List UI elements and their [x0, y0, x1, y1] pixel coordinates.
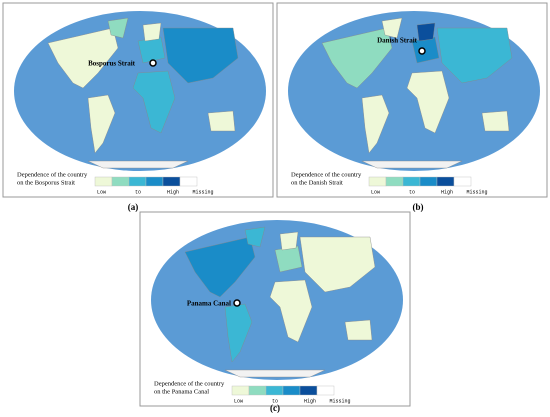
legend-label: Low — [371, 189, 380, 195]
country-region — [481, 110, 510, 132]
country-region — [137, 36, 166, 64]
legend-swatch — [162, 176, 181, 187]
map-panel: Panama Canal Dependence of the countryon … — [139, 211, 411, 407]
legend-label: to — [409, 189, 415, 195]
strait-label: Bosporus Strait — [88, 60, 136, 68]
legend-swatch — [299, 385, 318, 396]
legend-swatch — [282, 385, 301, 396]
legend-label: Missing — [329, 398, 350, 404]
country-region — [107, 17, 129, 39]
strait-label: Panama Canal — [187, 300, 231, 308]
country-region — [224, 369, 326, 378]
strait-label: Danish Strait — [377, 37, 418, 45]
legend-caption: Dependence of the country — [154, 380, 225, 387]
strait-marker — [149, 59, 157, 67]
country-region — [279, 231, 299, 251]
legend-swatch — [145, 176, 164, 187]
country-region — [162, 27, 239, 84]
legend-label: Missing — [466, 189, 487, 195]
legend-label: High — [304, 398, 316, 404]
map-panel: Danish Strait Dependence of the countryon… — [276, 2, 548, 198]
legend-label: Low — [97, 189, 106, 195]
legend-swatch — [402, 176, 421, 187]
legend-caption: on the Danish Strait — [291, 179, 343, 186]
legend-caption: Dependence of the country — [17, 171, 88, 178]
legend-label: to — [135, 189, 141, 195]
legend-swatch — [265, 385, 284, 396]
country-region — [406, 70, 450, 134]
legend-swatch — [94, 176, 113, 187]
legend-label: Low — [234, 398, 243, 404]
strait-marker — [418, 47, 426, 55]
strait-marker — [233, 299, 241, 307]
legend-label: to — [272, 398, 278, 404]
legend-swatch — [453, 176, 472, 187]
legend-swatch — [111, 176, 130, 187]
legend-caption: on the Bosporus Strait — [17, 179, 75, 186]
legend-caption: Dependence of the country — [291, 171, 362, 178]
panel-label: (b) — [413, 202, 424, 212]
country-region — [299, 236, 376, 293]
legend-swatch — [436, 176, 455, 187]
legend-swatch — [316, 385, 335, 396]
country-region — [361, 160, 463, 169]
legend-label: Missing — [192, 189, 213, 195]
legend-swatch — [419, 176, 438, 187]
legend-swatch — [385, 176, 404, 187]
legend-swatch — [128, 176, 147, 187]
country-region — [361, 94, 390, 154]
legend-swatch — [179, 176, 198, 187]
panel-label: (a) — [128, 202, 139, 212]
country-region — [436, 27, 513, 84]
country-region — [207, 110, 236, 132]
legend-swatch — [368, 176, 387, 187]
country-region — [274, 245, 303, 273]
country-region — [381, 17, 403, 39]
legend-swatch — [248, 385, 267, 396]
country-region — [416, 22, 436, 42]
legend-label: High — [167, 189, 179, 195]
map-panel: Bosporus Strait Dependence of the country… — [2, 2, 274, 198]
country-region — [142, 22, 162, 42]
legend-label: High — [441, 189, 453, 195]
country-region — [132, 70, 176, 134]
legend-swatch — [231, 385, 250, 396]
country-region — [244, 226, 266, 248]
country-region — [269, 279, 313, 343]
panel-label: (c) — [270, 403, 280, 413]
legend-caption: on the Panama Canal — [154, 388, 209, 395]
country-region — [344, 319, 373, 341]
country-region — [87, 160, 189, 169]
country-region — [87, 94, 116, 154]
country-region — [224, 303, 253, 363]
